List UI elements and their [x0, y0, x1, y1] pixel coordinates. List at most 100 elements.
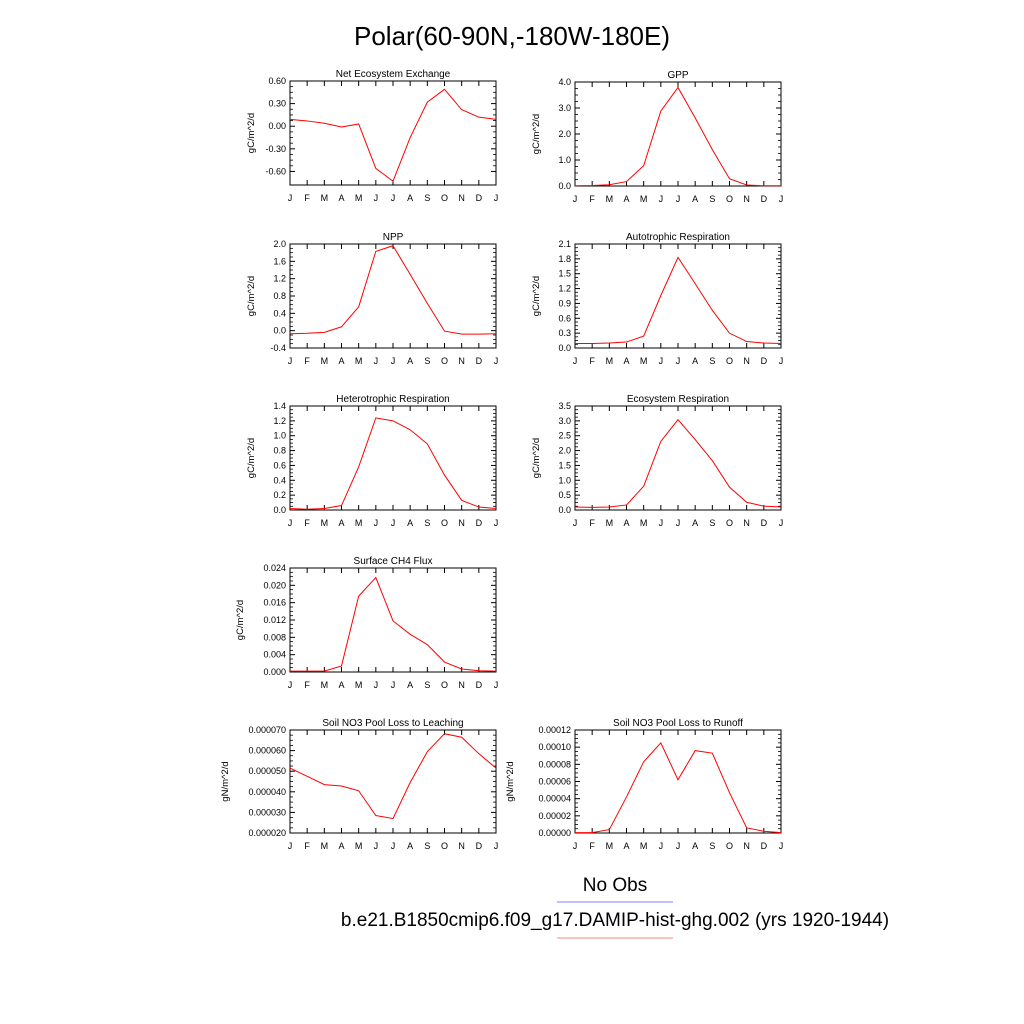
- x-tick-label: M: [640, 841, 648, 851]
- x-tick-label: J: [779, 841, 784, 851]
- x-tick-label: S: [709, 518, 715, 528]
- x-tick-label: O: [441, 356, 448, 366]
- y-tick-label: 0.2: [273, 490, 286, 500]
- x-tick-label: M: [640, 356, 648, 366]
- y-tick-label: 2.1: [558, 239, 571, 249]
- x-tick-label: M: [606, 194, 614, 204]
- x-tick-label: A: [407, 356, 413, 366]
- y-tick-label: 1.5: [558, 460, 571, 470]
- x-tick-label: A: [338, 356, 344, 366]
- y-tick-label: 0.5: [558, 490, 571, 500]
- y-tick-label: 0.004: [263, 650, 286, 660]
- panel-title: Heterotrophic Respiration: [336, 394, 449, 405]
- x-tick-label: A: [692, 194, 698, 204]
- panel-title: Surface CH4 Flux: [354, 556, 433, 567]
- x-tick-label: J: [779, 518, 784, 528]
- panel-title: Ecosystem Respiration: [627, 394, 729, 405]
- panel-title: GPP: [667, 70, 688, 81]
- x-tick-label: J: [391, 841, 396, 851]
- panel-title: Net Ecosystem Exchange: [336, 69, 451, 80]
- y-axis-label: gC/m^2/d: [246, 438, 257, 478]
- x-tick-label: O: [726, 841, 733, 851]
- x-tick-label: N: [458, 518, 465, 528]
- y-axis-label: gC/m^2/d: [531, 114, 542, 154]
- x-tick-label: M: [606, 356, 614, 366]
- x-tick-label: J: [573, 356, 578, 366]
- x-tick-label: F: [589, 194, 595, 204]
- plot-frame: [574, 729, 782, 834]
- y-tick-label: -0.30: [265, 144, 286, 154]
- panel-soil-no3-pool-loss-to-leaching: Soil NO3 Pool Loss to Leaching gN/m^2/d 0.…: [220, 718, 498, 851]
- y-tick-label: 0.020: [263, 580, 286, 590]
- x-tick-label: N: [458, 356, 465, 366]
- x-tick-label: A: [692, 356, 698, 366]
- y-tick-label: 0.000020: [248, 828, 286, 838]
- x-tick-label: F: [589, 841, 595, 851]
- x-tick-label: M: [640, 518, 648, 528]
- y-tick-label: 0.6: [273, 460, 286, 470]
- x-tick-label: F: [304, 841, 310, 851]
- series-line: [289, 733, 497, 820]
- y-tick-label: 0.000: [263, 667, 286, 677]
- x-tick-label: S: [424, 356, 430, 366]
- x-tick-label: M: [321, 193, 329, 203]
- x-tick-label: J: [573, 194, 578, 204]
- y-tick-label: 0.016: [263, 598, 286, 608]
- x-tick-label: M: [606, 518, 614, 528]
- y-tick-label: 1.0: [558, 475, 571, 485]
- x-tick-label: J: [288, 841, 293, 851]
- x-tick-label: J: [374, 518, 379, 528]
- x-tick-label: J: [494, 518, 499, 528]
- x-tick-label: N: [458, 680, 465, 690]
- x-tick-label: M: [355, 518, 363, 528]
- x-tick-label: J: [374, 680, 379, 690]
- legend: No Obs b.e21.B1850cmip6.f09_g17.DAMIP-hi…: [341, 875, 889, 939]
- x-tick-label: N: [458, 841, 465, 851]
- panel-autotrophic-respiration: Autotrophic Respiration gC/m^2/d 2.1 1.8 1.5…: [531, 232, 783, 366]
- x-tick-label: J: [374, 356, 379, 366]
- legend-label-no-obs: No Obs: [583, 875, 647, 896]
- x-tick-label: D: [761, 841, 768, 851]
- y-tick-label: 0.00002: [538, 811, 571, 821]
- y-tick-label: 1.5: [558, 269, 571, 279]
- x-tick-label: A: [623, 356, 629, 366]
- x-tick-label: J: [391, 356, 396, 366]
- x-tick-label: A: [338, 841, 344, 851]
- y-axis-label: gC/m^2/d: [246, 276, 257, 316]
- x-tick-label: A: [623, 518, 629, 528]
- y-tick-label: 0.8: [273, 446, 286, 456]
- x-tick-label: O: [441, 841, 448, 851]
- y-tick-label: 4.0: [558, 77, 571, 87]
- series-line: [289, 88, 497, 183]
- panel-title: NPP: [383, 232, 404, 243]
- x-tick-label: J: [374, 841, 379, 851]
- y-tick-label: 0.00004: [538, 794, 571, 804]
- y-tick-label: 0.4: [273, 308, 286, 318]
- x-tick-label: J: [374, 193, 379, 203]
- plot-frame: [289, 80, 497, 186]
- x-tick-label: S: [424, 680, 430, 690]
- panel-title: Autotrophic Respiration: [626, 232, 730, 243]
- y-tick-label: 0.9: [558, 298, 571, 308]
- x-tick-label: M: [640, 194, 648, 204]
- series-line: [574, 86, 781, 187]
- x-tick-label: F: [589, 518, 595, 528]
- x-tick-label: J: [288, 680, 293, 690]
- x-tick-label: J: [676, 356, 681, 366]
- x-tick-label: S: [709, 841, 715, 851]
- y-tick-label: -0.4: [270, 343, 286, 353]
- x-tick-label: J: [676, 194, 681, 204]
- x-tick-label: F: [304, 680, 310, 690]
- x-tick-label: J: [659, 518, 664, 528]
- x-tick-label: J: [573, 841, 578, 851]
- x-tick-label: S: [424, 193, 430, 203]
- x-tick-label: A: [338, 680, 344, 690]
- panel-title: Soil NO3 Pool Loss to Runoff: [613, 718, 743, 729]
- y-tick-label: 0.000040: [248, 787, 286, 797]
- y-tick-label: 2.0: [558, 446, 571, 456]
- x-tick-label: S: [709, 194, 715, 204]
- y-tick-label: 0.00000: [538, 828, 571, 838]
- x-tick-label: J: [659, 194, 664, 204]
- y-tick-label: 0.60: [268, 76, 286, 86]
